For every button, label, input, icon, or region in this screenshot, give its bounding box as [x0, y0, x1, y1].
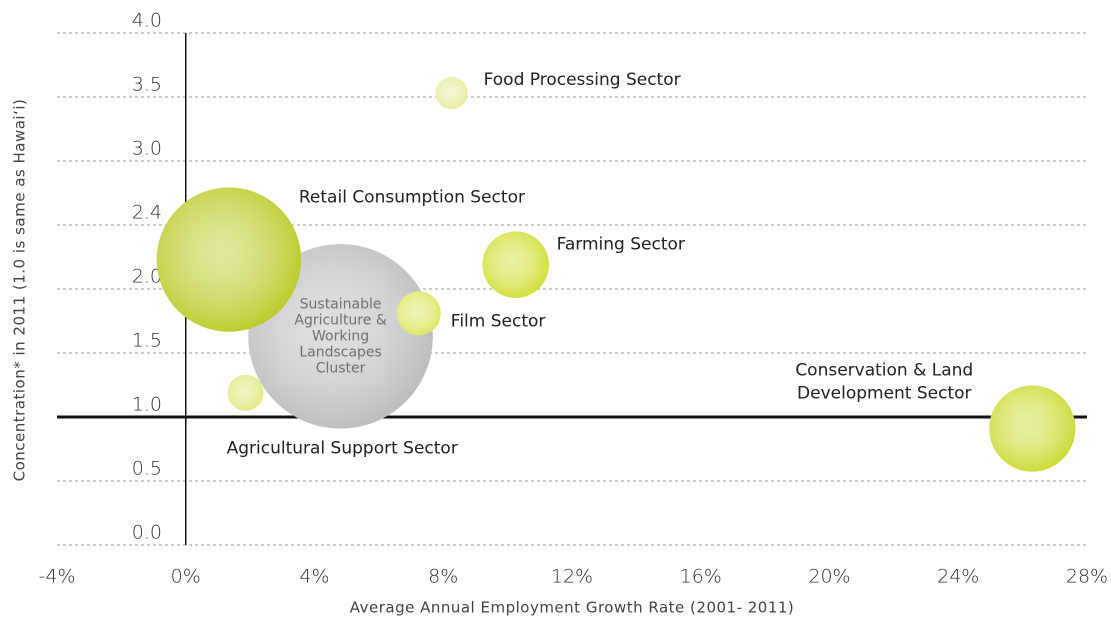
- bubble-label: Working: [312, 328, 369, 344]
- bubble-shade: [435, 77, 468, 110]
- bubble-label: Conservation & Land: [795, 361, 973, 381]
- x-tick-label: 8%: [428, 566, 458, 588]
- bubble-shade: [989, 385, 1076, 472]
- bubble-shade: [482, 231, 549, 298]
- x-tick-label: 16%: [680, 566, 722, 588]
- bubble-shade: [156, 187, 301, 332]
- x-tick-label: 4%: [299, 566, 329, 588]
- x-tick-label: 28%: [1066, 566, 1108, 588]
- bubble-label: Film Sector: [451, 311, 546, 331]
- y-tick-label: 1.5: [132, 330, 162, 352]
- bubble-label: Food Processing Sector: [484, 70, 681, 90]
- x-tick-label: 20%: [808, 566, 850, 588]
- bubble-label: Landscapes: [299, 344, 382, 360]
- y-tick-label: 1.0: [132, 394, 162, 416]
- y-tick-label: 4.0: [132, 10, 162, 32]
- y-tick-label: 3.5: [132, 74, 162, 96]
- bubble-label: Development Sector: [797, 384, 972, 404]
- y-tick-label: 2.4: [132, 202, 162, 224]
- x-tick-label: 24%: [937, 566, 979, 588]
- y-tick-label: 2.0: [132, 266, 162, 288]
- bubble-shade: [248, 244, 433, 429]
- x-tick-label: 0%: [171, 566, 201, 588]
- x-tick-label: 12%: [551, 566, 593, 588]
- y-tick-label: 3.0: [132, 138, 162, 160]
- bubble-shade: [396, 291, 441, 336]
- y-tick-label: 0.0: [132, 522, 162, 544]
- x-axis-title: Average Annual Employment Growth Rate (2…: [350, 599, 795, 617]
- bubble-label: Agriculture &: [294, 312, 386, 328]
- bubble-shade: [227, 374, 264, 411]
- bubble-label: Farming Sector: [557, 235, 685, 255]
- x-tick-label: -4%: [39, 566, 76, 588]
- bubble-label: Retail Consumption Sector: [299, 188, 525, 208]
- bubble-label: Sustainable: [300, 296, 382, 312]
- bubble-label: Agricultural Support Sector: [227, 439, 458, 459]
- y-axis-title: Concentration* in 2011 (1.0 is same as H…: [11, 99, 29, 482]
- y-tick-label: 0.5: [132, 458, 162, 480]
- bubble-label: Cluster: [316, 360, 366, 376]
